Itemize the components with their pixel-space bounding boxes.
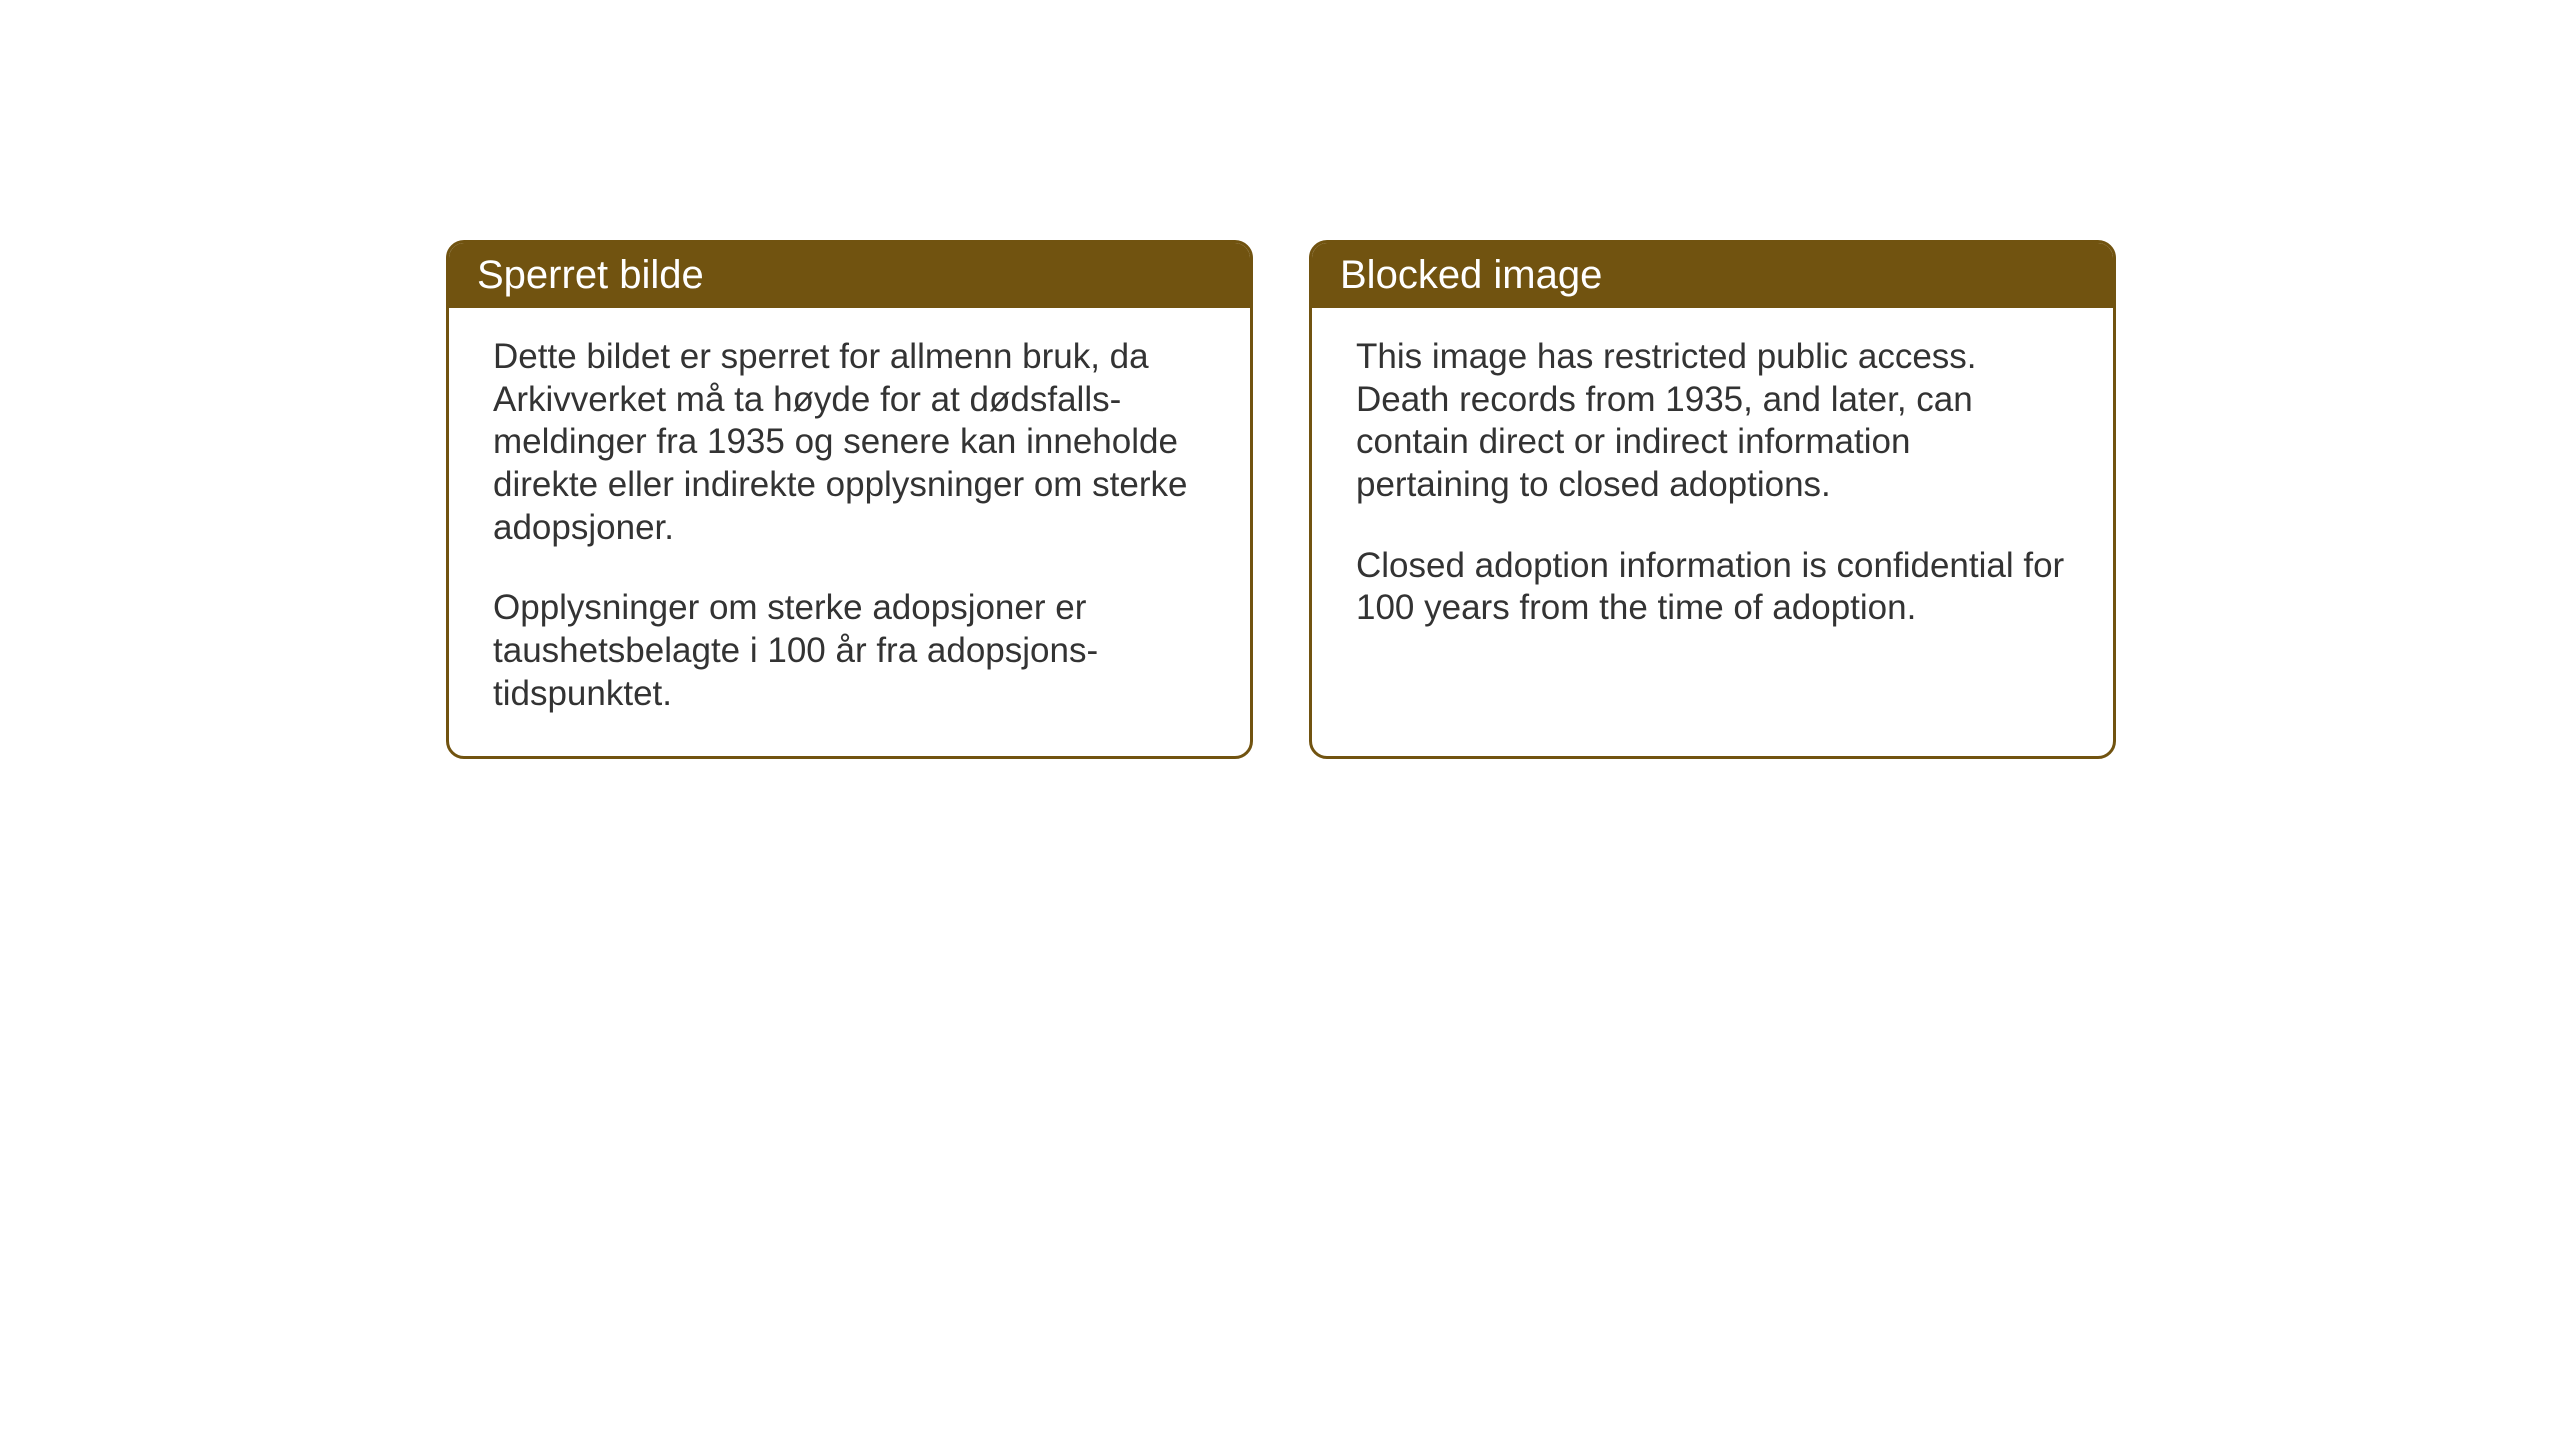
norwegian-card-title: Sperret bilde	[477, 253, 704, 297]
english-card-body: This image has restricted public access.…	[1312, 308, 2113, 728]
english-card-title: Blocked image	[1340, 253, 1602, 297]
cards-container: Sperret bilde Dette bildet er sperret fo…	[446, 240, 2116, 759]
english-paragraph-1: This image has restricted public access.…	[1356, 336, 2069, 507]
english-paragraph-2: Closed adoption information is confident…	[1356, 545, 2069, 630]
norwegian-card: Sperret bilde Dette bildet er sperret fo…	[446, 240, 1253, 759]
norwegian-paragraph-2: Opplysninger om sterke adopsjoner er tau…	[493, 587, 1206, 715]
norwegian-paragraph-1: Dette bildet er sperret for allmenn bruk…	[493, 336, 1206, 549]
norwegian-card-header: Sperret bilde	[449, 243, 1250, 308]
english-card: Blocked image This image has restricted …	[1309, 240, 2116, 759]
norwegian-card-body: Dette bildet er sperret for allmenn bruk…	[449, 308, 1250, 756]
english-card-header: Blocked image	[1312, 243, 2113, 308]
